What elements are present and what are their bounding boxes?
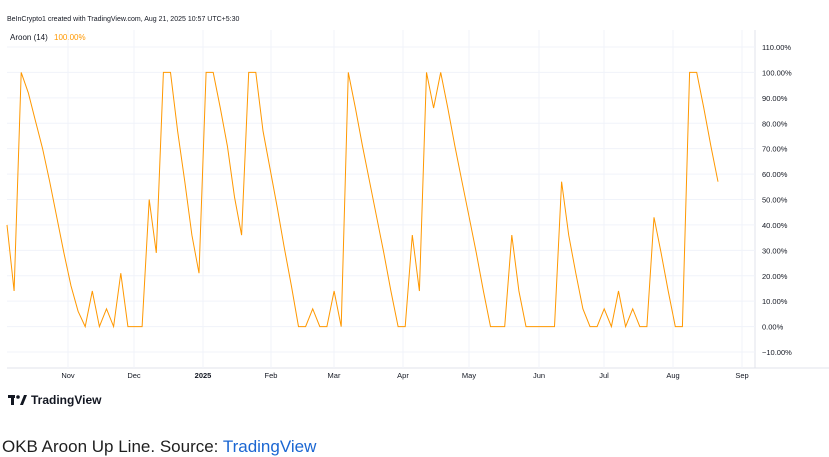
y-tick-label: 80.00% (762, 119, 788, 128)
x-tick-label: Aug (666, 371, 679, 380)
chart-container: BeInCrypto1 created with TradingView.com… (0, 0, 829, 430)
y-tick-label: 90.00% (762, 94, 788, 103)
y-tick-label: 70.00% (762, 145, 788, 154)
y-tick-label: 110.00% (762, 43, 791, 52)
x-tick-label: 2025 (195, 371, 212, 380)
caption-source-link[interactable]: TradingView (222, 437, 317, 456)
x-tick-label: Sep (735, 371, 748, 380)
tradingview-logo-icon (8, 395, 27, 405)
aroon-up-line[interactable] (6, 71, 719, 329)
indicator-legend[interactable]: Aroon (14) 100.00% (10, 33, 86, 42)
x-tick-label: Dec (127, 371, 141, 380)
x-tick-label: Feb (265, 371, 278, 380)
x-tick-label: Mar (328, 371, 341, 380)
caption-text: OKB Aroon Up Line. Source: (2, 437, 223, 456)
y-tick-label: 50.00% (762, 196, 788, 205)
y-tick-label: 20.00% (762, 272, 788, 281)
x-tick-label: Apr (397, 371, 409, 380)
x-tick-label: Jun (533, 371, 545, 380)
aroon-plot[interactable]: 110.00% 100.00% 90.00% 80.00% 70.00% 60.00% 50… (0, 0, 829, 430)
y-tick-label: 10.00% (762, 297, 788, 306)
y-tick-label: 0.00% (762, 323, 784, 332)
y-tick-label: 100.00% (762, 68, 792, 77)
indicator-name: Aroon (14) (10, 33, 48, 42)
indicator-value: 100.00% (54, 33, 86, 42)
brand-name: TradingView (31, 393, 102, 407)
x-tick-label: Jul (599, 371, 609, 380)
y-tick-label: 60.00% (762, 170, 788, 179)
figure-caption: OKB Aroon Up Line. Source: TradingView (2, 437, 316, 457)
y-tick-label: 40.00% (762, 221, 788, 230)
chart-attribution: BeInCrypto1 created with TradingView.com… (7, 16, 240, 23)
tradingview-logo: TradingView (8, 393, 101, 407)
y-tick-label: 30.00% (762, 246, 788, 255)
x-tick-label: Nov (61, 371, 75, 380)
y-tick-label: −10.00% (762, 348, 792, 357)
x-tick-label: May (462, 371, 476, 380)
